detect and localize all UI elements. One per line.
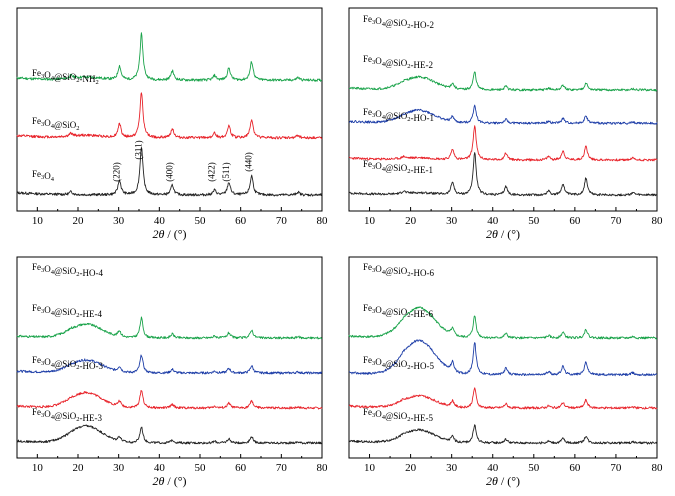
series-label: Fe3O4@SiO2-HE-6 xyxy=(363,303,434,319)
x-tick-label: 60 xyxy=(235,462,247,474)
series-label: Fe3O4@SiO2-HE-2 xyxy=(363,54,433,70)
series-line xyxy=(16,390,323,410)
x-tick-label: 70 xyxy=(610,462,622,474)
series-line xyxy=(348,424,658,445)
series-line xyxy=(348,306,658,340)
x-tick-label: 50 xyxy=(528,215,540,227)
x-tick-label: 60 xyxy=(569,215,581,227)
x-tick-label: 40 xyxy=(487,462,499,474)
series-label: Fe3O4@SiO2-HO-1 xyxy=(363,107,434,123)
series-label: Fe3O4@SiO2-HE-1 xyxy=(363,159,433,175)
x-tick-label: 40 xyxy=(154,462,166,474)
x-axis-label: 2θ / (°) xyxy=(152,474,186,488)
series-label: Fe3O4@SiO2-HO-6 xyxy=(363,262,435,278)
series-line xyxy=(16,354,323,375)
x-tick-label: 80 xyxy=(317,462,329,474)
x-tick-label: 70 xyxy=(276,215,288,227)
panel-1: 10 20 30 40 50 60 70 80 2θ / (°) Fe3O4@SiO2-NH2 Fe… xyxy=(16,7,329,241)
x-axis-label: 2θ / (°) xyxy=(486,474,520,488)
panel-frame xyxy=(348,256,658,459)
series-line xyxy=(348,104,658,125)
series-line xyxy=(16,147,323,197)
panel-4: 10 20 30 40 50 60 70 80 2θ / (°) Fe3O4@SiO2-HO-6 F… xyxy=(348,256,664,488)
x-tick-label: 10 xyxy=(32,215,44,227)
panel-frame xyxy=(16,7,323,212)
x-tick-label: 30 xyxy=(113,215,125,227)
x-tick-label: 80 xyxy=(652,215,664,227)
series-label: Fe3O4@SiO2-HO-2 xyxy=(363,14,434,30)
x-tick-label: 50 xyxy=(195,215,207,227)
series-label: Fe3O4@SiO2-HO-5 xyxy=(363,355,435,371)
x-axis-label: 2θ / (°) xyxy=(486,227,520,241)
series-label: Fe3O4@SiO2 xyxy=(32,116,80,132)
peak-label: (311) xyxy=(133,140,143,159)
panel-3: 10 20 30 40 50 60 70 80 2θ / (°) Fe3O4@SiO2-HO-4 F… xyxy=(16,256,329,488)
panel-2: 10 20 30 40 50 60 70 80 2θ / (°) Fe3O4@SiO2-HO-2 F… xyxy=(348,7,664,241)
series-label: Fe3O4@SiO2-HO-3 xyxy=(32,355,104,371)
x-tick-label: 50 xyxy=(195,462,207,474)
series-line xyxy=(348,125,658,162)
series-label: Fe3O4@SiO2-HO-4 xyxy=(32,262,104,278)
peak-label: (422) xyxy=(207,162,217,182)
x-tick-label: 30 xyxy=(446,462,458,474)
series-line xyxy=(16,92,323,140)
series-label: Fe3O4@SiO2-NH2 xyxy=(32,68,99,86)
x-tick-label: 80 xyxy=(317,215,329,227)
x-tick-label: 70 xyxy=(276,462,288,474)
series-line xyxy=(348,152,658,197)
x-tick-label: 70 xyxy=(610,215,622,227)
series-line xyxy=(348,339,658,377)
series-label: Fe3O4@SiO2-HE-5 xyxy=(363,407,434,423)
series-line xyxy=(16,32,323,82)
x-tick-label: 60 xyxy=(235,215,247,227)
peak-label: (440) xyxy=(244,152,254,172)
x-tick-label: 30 xyxy=(113,462,125,474)
x-tick-label: 30 xyxy=(446,215,458,227)
x-tick-label: 20 xyxy=(73,462,85,474)
series-label: Fe3O4 xyxy=(32,169,55,183)
series-line xyxy=(348,71,658,92)
x-tick-label: 40 xyxy=(154,215,166,227)
panel-frame xyxy=(16,256,323,459)
peak-label: (511) xyxy=(221,162,231,181)
x-tick-label: 10 xyxy=(364,215,376,227)
series-line xyxy=(16,424,323,445)
series-line xyxy=(348,387,658,410)
series-label: Fe3O4@SiO2-HE-3 xyxy=(32,407,103,423)
peak-label: (400) xyxy=(164,162,174,182)
series-label: Fe3O4@SiO2-HE-4 xyxy=(32,303,103,319)
x-tick-label: 10 xyxy=(364,462,376,474)
series-line xyxy=(16,316,323,340)
panel-frame xyxy=(348,7,658,212)
x-tick-label: 50 xyxy=(528,462,540,474)
x-tick-label: 80 xyxy=(652,462,664,474)
x-tick-label: 20 xyxy=(405,215,417,227)
peak-label: (220) xyxy=(111,162,121,182)
x-axis-label: 2θ / (°) xyxy=(152,227,186,241)
x-tick-label: 40 xyxy=(487,215,499,227)
x-tick-label: 20 xyxy=(405,462,417,474)
x-tick-label: 60 xyxy=(569,462,581,474)
x-tick-label: 20 xyxy=(73,215,85,227)
x-tick-label: 10 xyxy=(32,462,44,474)
